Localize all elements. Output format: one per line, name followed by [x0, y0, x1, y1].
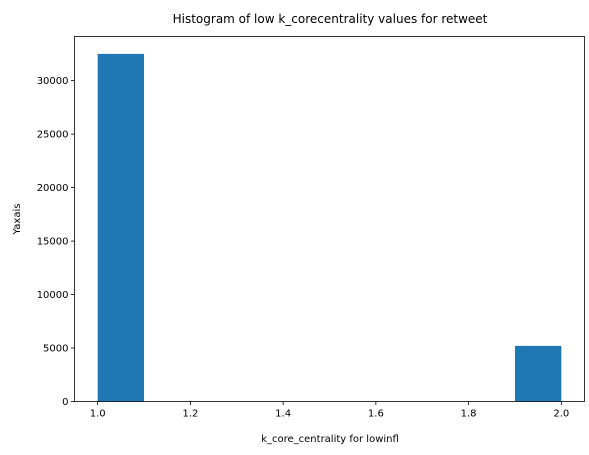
y-axis-label: Yaxais [12, 204, 23, 236]
y-tick-label: 5000 [43, 344, 68, 355]
x-tick-label: 1.0 [90, 409, 106, 420]
plot-frame [74, 36, 585, 402]
bars-group [97, 53, 562, 402]
y-tick-label: 15000 [37, 237, 69, 248]
histogram-bar-9 [514, 345, 562, 402]
x-tick-label: 1.2 [182, 409, 198, 420]
x-tick-label: 1.8 [461, 409, 477, 420]
y-tick-label: 30000 [37, 76, 69, 87]
y-tick-label: 10000 [37, 290, 69, 301]
y-tick-label: 25000 [37, 130, 69, 141]
x-tick-label: 2.0 [553, 409, 569, 420]
x-tick-label: 1.6 [368, 409, 384, 420]
y-axis: 0 5000 10000 15000 20000 25000 30000 [37, 76, 75, 408]
histogram-bar-0 [97, 53, 145, 402]
x-axis: 1.0 1.2 1.4 1.6 1.8 2.0 [90, 401, 569, 420]
x-axis-label: k_core_centrality for lowinfl [261, 434, 399, 445]
chart-title: Histogram of low k_corecentrality values… [173, 12, 488, 26]
y-tick-label: 20000 [37, 183, 69, 194]
x-tick-label: 1.4 [275, 409, 291, 420]
y-tick-label: 0 [62, 397, 68, 408]
